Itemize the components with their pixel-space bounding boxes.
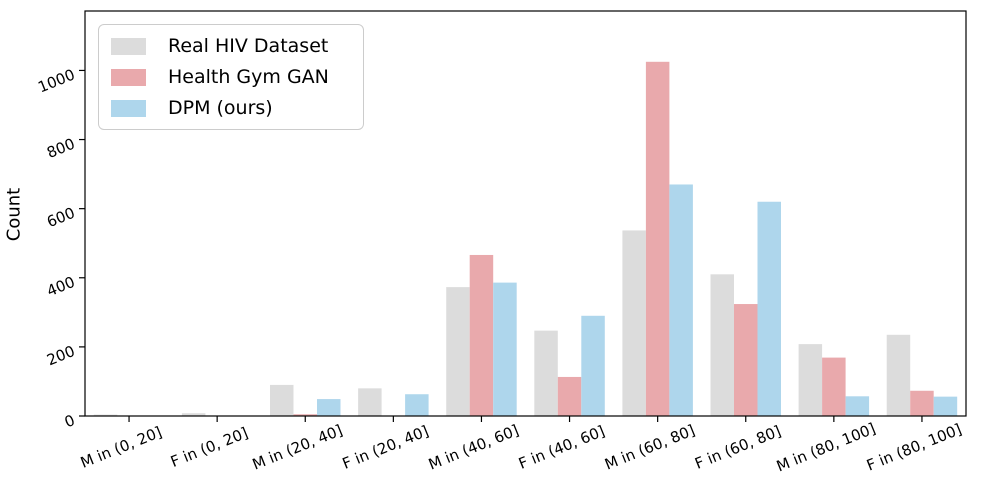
bar <box>581 315 605 416</box>
legend: Real HIV Dataset Health Gym GAN DPM (ours) <box>98 24 364 130</box>
bar <box>757 201 781 416</box>
bar <box>181 413 206 416</box>
x-tick-label: F in (40, 60] <box>516 422 607 473</box>
legend-swatch-icon <box>111 68 146 86</box>
bar <box>798 344 823 416</box>
legend-item: Real HIV Dataset <box>111 34 355 58</box>
bar <box>933 396 958 416</box>
bar <box>534 330 558 416</box>
bar <box>734 304 758 416</box>
bar <box>622 230 646 416</box>
legend-item: Health Gym GAN <box>111 65 355 89</box>
bar <box>405 394 429 416</box>
bar <box>93 414 118 416</box>
x-tick-label: M in (80, 100] <box>774 419 878 475</box>
x-tick-label: F in (0, 20] <box>168 424 251 471</box>
legend-swatch-icon <box>111 99 146 117</box>
legend-swatch-icon <box>111 37 146 55</box>
y-tick-label: 400 <box>44 273 77 300</box>
bar <box>669 184 693 416</box>
bar <box>822 357 846 416</box>
legend-label: Real HIV Dataset <box>168 35 329 57</box>
y-tick-label: 800 <box>44 135 77 162</box>
x-tick-label: F in (20, 40] <box>340 422 431 473</box>
bar <box>358 388 382 416</box>
legend-item: DPM (ours) <box>111 96 355 120</box>
y-axis-label: Count <box>3 187 25 242</box>
bar <box>557 376 582 416</box>
y-tick-label: 200 <box>44 342 77 369</box>
bar <box>845 396 870 416</box>
legend-label: DPM (ours) <box>168 97 273 119</box>
bar <box>493 282 517 416</box>
x-tick-label: F in (60, 80] <box>692 422 783 473</box>
bar <box>293 414 317 416</box>
x-tick-label: M in (20, 40] <box>250 421 345 473</box>
bar <box>469 254 494 416</box>
axes-spines <box>84 10 967 417</box>
y-tick-label: 600 <box>44 204 77 231</box>
bar <box>270 384 294 416</box>
bar <box>317 399 341 416</box>
x-tick-label: M in (60, 80] <box>602 421 697 473</box>
bar <box>910 390 934 416</box>
x-tick-label: M in (0, 20] <box>78 423 165 472</box>
bar <box>886 334 911 416</box>
bar <box>645 61 670 417</box>
x-tick-label: F in (80, 100] <box>864 420 964 474</box>
bar <box>446 287 470 416</box>
x-tick-label: M in (40, 60] <box>426 421 521 473</box>
legend-label: Health Gym GAN <box>168 66 329 88</box>
y-tick-label: 0 <box>62 411 78 431</box>
bar <box>710 274 734 416</box>
y-tick-label: 1000 <box>35 65 77 96</box>
